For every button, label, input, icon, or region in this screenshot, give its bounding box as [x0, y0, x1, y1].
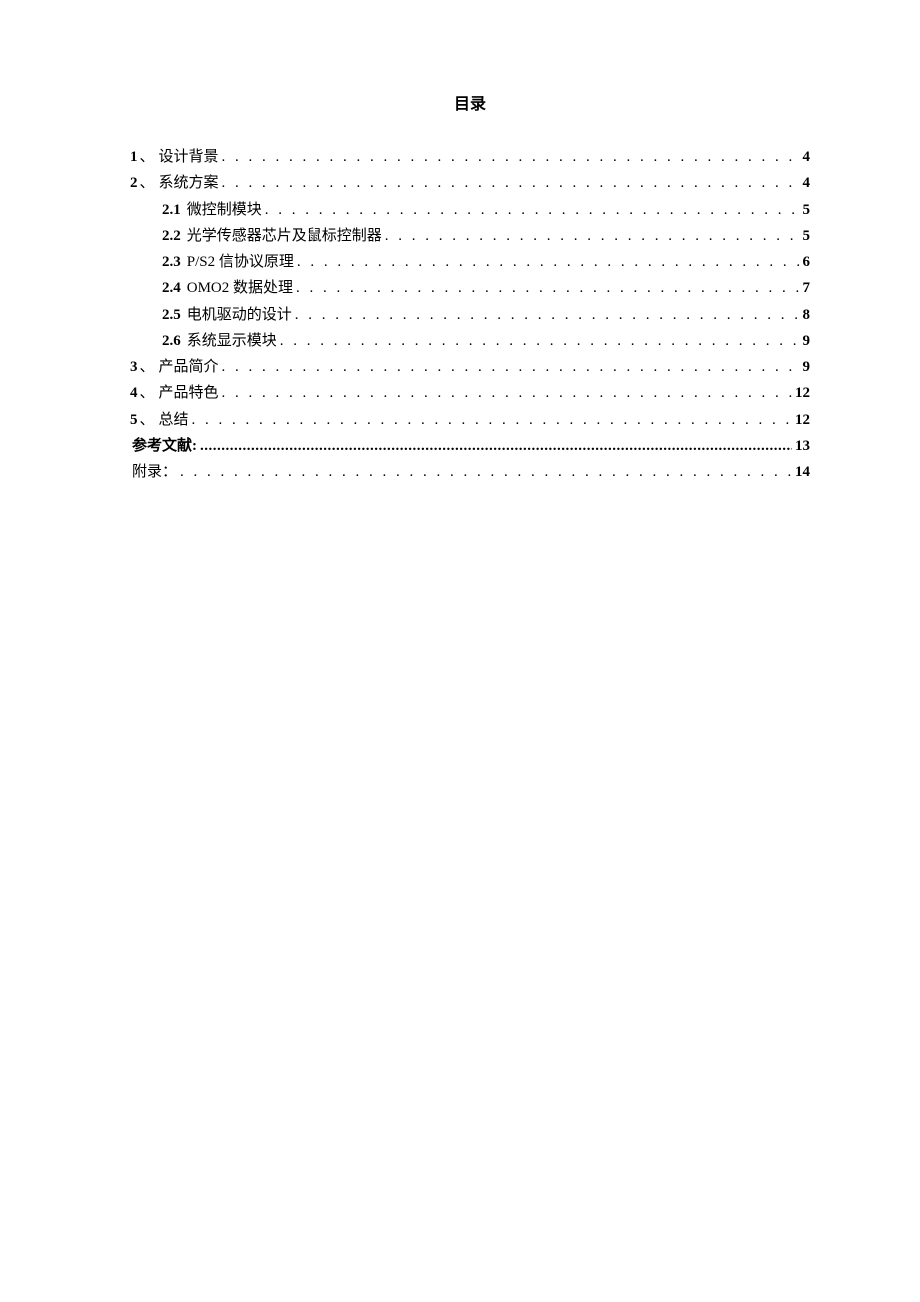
- toc-entry-page: 12: [795, 380, 810, 406]
- toc-entry-number: 2.2: [162, 223, 181, 249]
- toc-title: 目录: [130, 90, 810, 114]
- toc-entry-page: 5: [803, 223, 811, 249]
- toc-entry: 1、设计背景. . . . . . . . . . . . . . . . . …: [130, 144, 810, 170]
- toc-entry-separator: 、: [140, 380, 155, 406]
- toc-entry-page: 4: [803, 170, 811, 196]
- toc-entry: 2.4 OMO2 数据处理. . . . . . . . . . . . . .…: [130, 275, 810, 301]
- toc-entry-title: 设计背景: [159, 144, 219, 170]
- toc-entry: 2.1 微控制模块. . . . . . . . . . . . . . . .…: [130, 197, 810, 223]
- toc-leader-dots: . . . . . . . . . . . . . . . . . . . . …: [222, 354, 800, 380]
- toc-entry-separator: 、: [140, 407, 155, 433]
- toc-entry-title: 总结: [159, 407, 189, 433]
- toc-entry-number: 2.3: [162, 249, 181, 275]
- toc-entry-page: 9: [803, 354, 811, 380]
- toc-entry-title: 附录：: [132, 459, 177, 485]
- toc-entry: 附录：. . . . . . . . . . . . . . . . . . .…: [130, 459, 810, 485]
- toc-entry-separator: 、: [140, 354, 155, 380]
- toc-entry-number: 2.6: [162, 328, 181, 354]
- toc-entry-number: 2.5: [162, 302, 181, 328]
- toc-entry-separator: 、: [140, 144, 155, 170]
- toc-entry-title: 产品特色: [159, 380, 219, 406]
- toc-leader-dots: . . . . . . . . . . . . . . . . . . . . …: [222, 144, 800, 170]
- toc-entry: 2、系统方案. . . . . . . . . . . . . . . . . …: [130, 170, 810, 196]
- toc-entry-number: 5: [130, 407, 138, 433]
- toc-entry-title: 光学传感器芯片及鼠标控制器: [187, 223, 382, 249]
- toc-entry-page: 9: [803, 328, 811, 354]
- toc-entry-title: 电机驱动的设计: [187, 302, 292, 328]
- toc-leader-dots: . . . . . . . . . . . . . . . . . . . . …: [222, 380, 792, 406]
- toc-entry-page: 7: [803, 275, 811, 301]
- toc-leader-dots: . . . . . . . . . . . . . . . . . . . . …: [192, 407, 792, 433]
- toc-entry: 3、产品简介. . . . . . . . . . . . . . . . . …: [130, 354, 810, 380]
- toc-entry-page: 14: [795, 459, 810, 485]
- toc-entry-number: 2: [130, 170, 138, 196]
- toc-entry-separator: 、: [140, 170, 155, 196]
- toc-entry: 参考文献:...................................…: [130, 433, 810, 459]
- toc-entry-page: 5: [803, 197, 811, 223]
- toc-entry: 2.3 P/S2 信协议原理. . . . . . . . . . . . . …: [130, 249, 810, 275]
- toc-leader-dots: ........................................…: [200, 433, 792, 459]
- toc-entry-title: P/S2 信协议原理: [187, 249, 294, 275]
- table-of-contents: 1、设计背景. . . . . . . . . . . . . . . . . …: [130, 144, 810, 485]
- toc-entry-title: 产品简介: [159, 354, 219, 380]
- toc-entry-page: 8: [803, 302, 811, 328]
- toc-entry-number: 4: [130, 380, 138, 406]
- toc-entry-page: 12: [795, 407, 810, 433]
- toc-entry-number: 3: [130, 354, 138, 380]
- toc-entry-title: 微控制模块: [187, 197, 262, 223]
- toc-entry: 5、总结. . . . . . . . . . . . . . . . . . …: [130, 407, 810, 433]
- toc-leader-dots: . . . . . . . . . . . . . . . . . . . . …: [385, 223, 800, 249]
- toc-entry-title: 系统显示模块: [187, 328, 277, 354]
- toc-leader-dots: . . . . . . . . . . . . . . . . . . . . …: [180, 459, 792, 485]
- toc-entry-title: OMO2 数据处理: [187, 275, 293, 301]
- toc-leader-dots: . . . . . . . . . . . . . . . . . . . . …: [265, 197, 800, 223]
- toc-entry-number: 1: [130, 144, 138, 170]
- toc-entry: 2.5 电机驱动的设计. . . . . . . . . . . . . . .…: [130, 302, 810, 328]
- toc-entry-title: 系统方案: [159, 170, 219, 196]
- toc-entry-title: 参考文献:: [132, 433, 197, 459]
- toc-entry: 2.2 光学传感器芯片及鼠标控制器. . . . . . . . . . . .…: [130, 223, 810, 249]
- toc-entry-page: 13: [795, 433, 810, 459]
- toc-entry: 4、产品特色. . . . . . . . . . . . . . . . . …: [130, 380, 810, 406]
- toc-entry-page: 6: [803, 249, 811, 275]
- toc-leader-dots: . . . . . . . . . . . . . . . . . . . . …: [297, 249, 800, 275]
- toc-entry-number: 2.4: [162, 275, 181, 301]
- toc-entry-number: 2.1: [162, 197, 181, 223]
- toc-entry-page: 4: [803, 144, 811, 170]
- toc-leader-dots: . . . . . . . . . . . . . . . . . . . . …: [280, 328, 800, 354]
- toc-leader-dots: . . . . . . . . . . . . . . . . . . . . …: [296, 275, 799, 301]
- toc-leader-dots: . . . . . . . . . . . . . . . . . . . . …: [295, 302, 800, 328]
- toc-leader-dots: . . . . . . . . . . . . . . . . . . . . …: [222, 170, 800, 196]
- toc-entry: 2.6 系统显示模块. . . . . . . . . . . . . . . …: [130, 328, 810, 354]
